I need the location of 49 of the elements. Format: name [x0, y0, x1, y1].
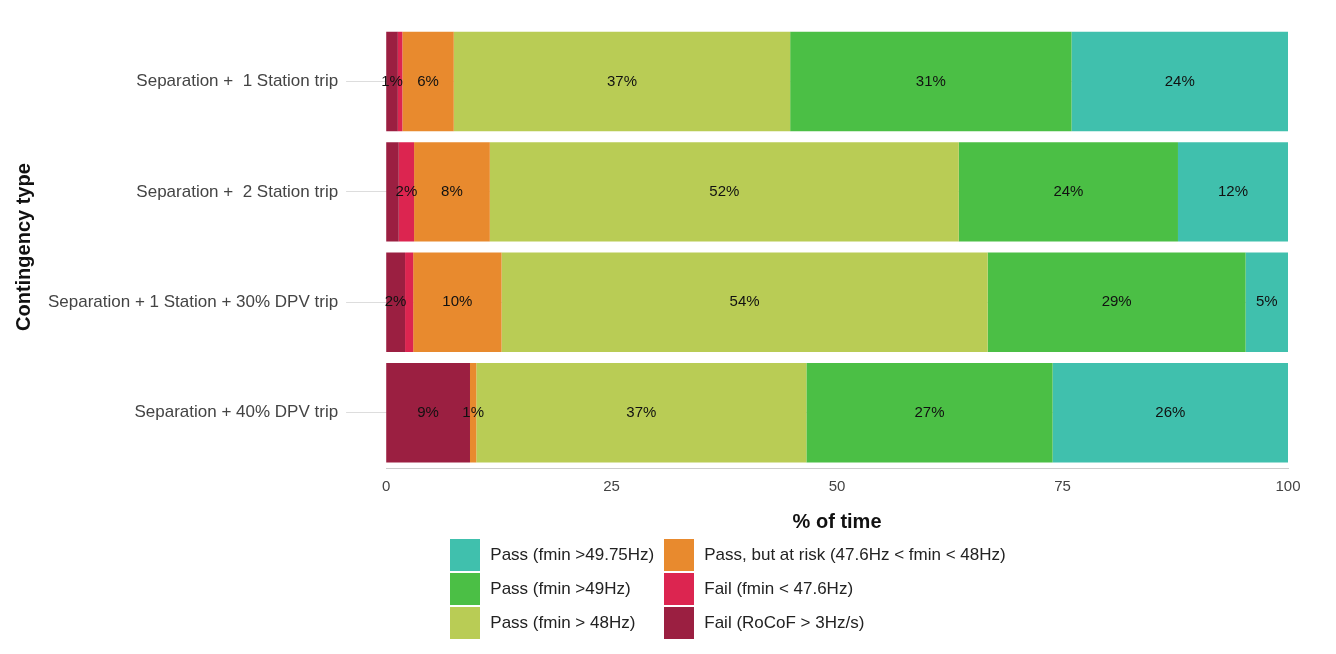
x-tick-label: 25: [603, 477, 620, 495]
data-label: 24%: [1053, 182, 1084, 200]
bar: [1052, 363, 1288, 463]
data-label: 37%: [626, 402, 657, 420]
bar: [489, 142, 959, 242]
x-tick-label: 50: [828, 477, 846, 495]
data-label: 24%: [1164, 71, 1195, 89]
legend-label: Pass (fmin >49.75Hz): [490, 545, 655, 565]
bar: [405, 252, 414, 353]
data-label: 27%: [914, 402, 945, 420]
legend-label: Pass (fmin >49Hz): [490, 579, 631, 599]
bar: [413, 252, 502, 353]
data-label: 8%: [441, 182, 463, 200]
data-label: 52%: [709, 182, 740, 200]
bar: [501, 252, 988, 353]
data-label: 54%: [729, 292, 760, 310]
bar: [453, 31, 791, 132]
legend-label: Fail (RoCoF > 3Hz/s): [704, 613, 865, 633]
bar: [402, 31, 454, 132]
bar: [1245, 252, 1288, 353]
data-label: 10%: [442, 292, 473, 310]
data-label: 5%: [1255, 292, 1278, 310]
x-tick-label: 100: [1275, 477, 1301, 495]
bar: [1177, 142, 1288, 242]
bar: [398, 142, 415, 242]
bar: [958, 142, 1178, 242]
bar: [806, 363, 1053, 463]
data-label: 6%: [417, 71, 439, 89]
y-axis-title: Contingency type: [11, 163, 34, 331]
data-label: 2%: [395, 182, 418, 200]
data-label: 26%: [1155, 402, 1186, 420]
data-label: 12%: [1217, 182, 1248, 200]
legend-label: Pass (fmin > 48Hz): [490, 613, 636, 633]
legend-label: Fail (fmin < 47.6Hz): [704, 579, 854, 599]
x-tick-label: 75: [1054, 477, 1071, 495]
y-tick-label: Separation + 1 Station + 30% DPV trip: [48, 292, 339, 312]
bar: [1071, 31, 1288, 132]
data-label: 29%: [1101, 292, 1132, 310]
y-tick-label: Separation + 1 Station trip: [136, 71, 339, 91]
y-tick-label: Separation + 2 Station trip: [136, 181, 339, 201]
data-label: 37%: [606, 71, 637, 89]
x-tick-label: 0: [381, 477, 391, 495]
legend-label: Pass, but at risk (47.6Hz < fmin < 48Hz): [704, 545, 1006, 565]
bar: [987, 252, 1246, 353]
data-label: 9%: [417, 402, 439, 420]
y-tick-label: Separation + 40% DPV trip: [134, 402, 339, 422]
x-axis-title: % of time: [792, 509, 882, 532]
data-label: 31%: [915, 71, 946, 89]
bar: [790, 31, 1072, 132]
